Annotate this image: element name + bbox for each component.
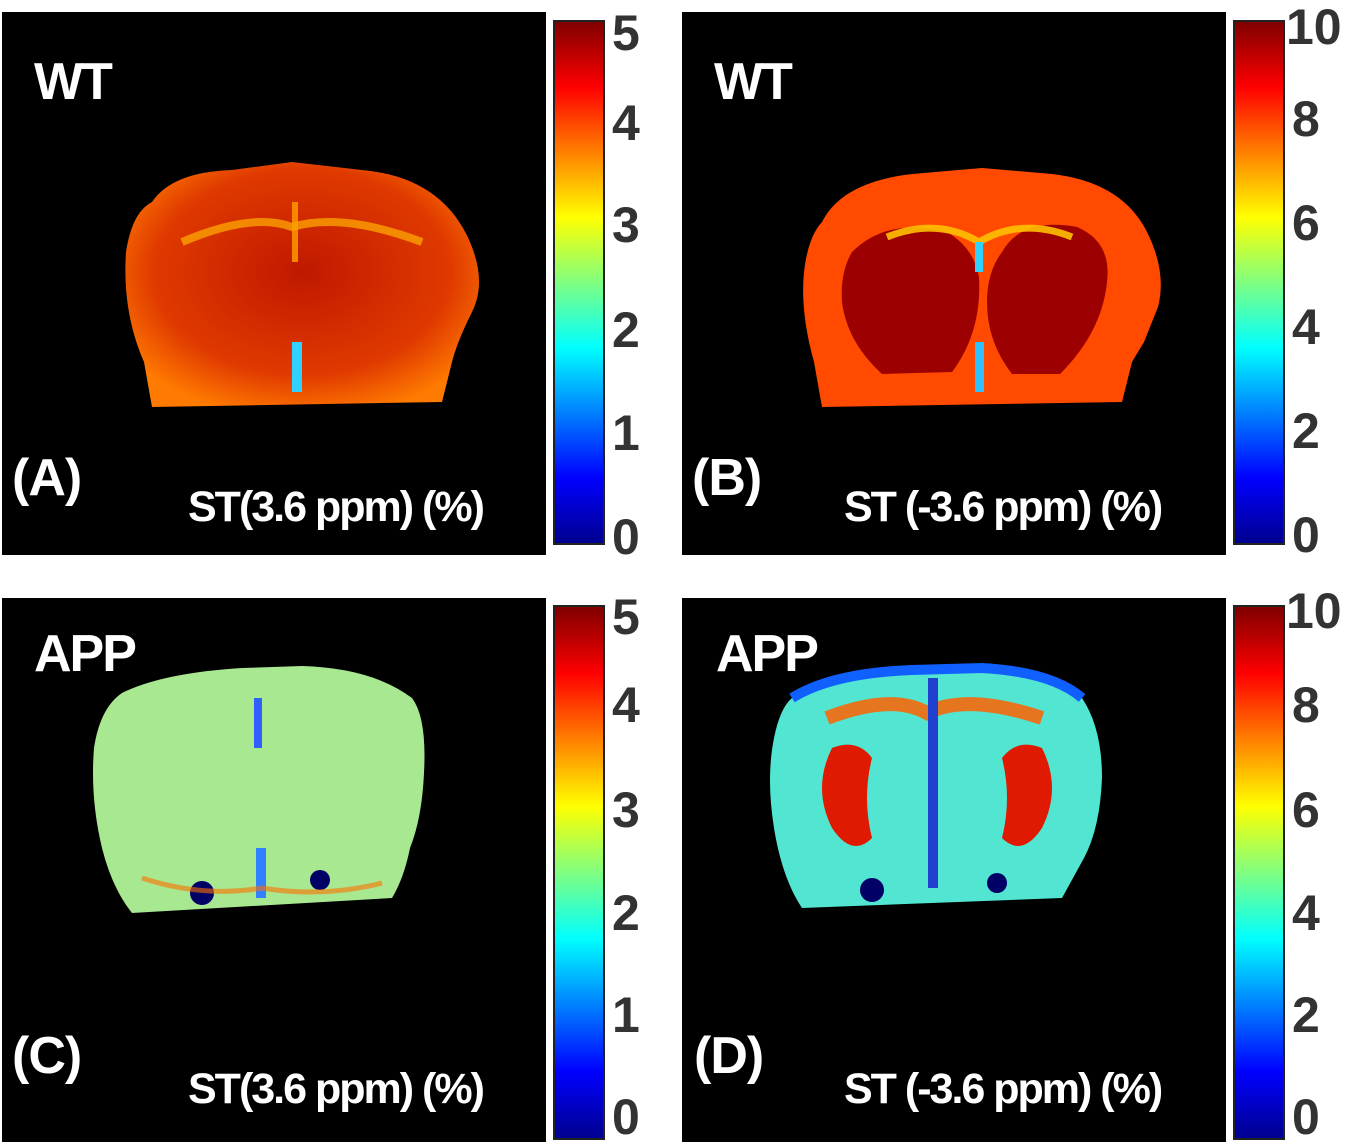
colorbar-tick-label: 0 [1292,1089,1320,1145]
colorbar-tick-label: 8 [1292,677,1320,733]
colorbar-tick-label: 4 [1292,885,1320,941]
colorbar-tick-label: 4 [1292,299,1320,355]
group-label: WT [714,53,793,111]
metric-label: ST (-3.6 ppm) (%) [844,1065,1163,1113]
brain-map-app-pos [93,666,425,913]
panel-d-image: APP (D) ST (-3.6 ppm) (%) [682,598,1226,1142]
colorbar-tick-label: 6 [1292,195,1320,251]
colorbar-tick-label: 4 [612,95,640,151]
colorbar-c [553,605,605,1140]
colorbar-tick-label: 2 [612,302,640,358]
colorbar-tick-label: 2 [612,885,640,941]
colorbar-tick-label: 6 [1292,782,1320,838]
colorbar-tick-label: 4 [612,677,640,733]
colorbar-tick-label: 8 [1292,91,1320,147]
panel-b-image: WT (B) ST (-3.6 ppm) (%) [682,12,1226,555]
colorbar-tick-label: 0 [1292,507,1320,563]
brain-map-wt-pos [125,162,480,407]
panel-label: (C) [12,1027,82,1085]
group-label: WT [34,53,113,111]
colorbar-tick-label: 2 [1292,987,1320,1043]
colorbar-tick-label: 0 [612,509,640,565]
panel-label: (B) [692,449,762,507]
panel-label: (A) [12,449,82,507]
colorbar-tick-label: 10 [1286,0,1342,55]
colorbar-b [1233,20,1285,545]
colorbar-tick-label: 2 [1292,403,1320,459]
metric-label: ST (-3.6 ppm) (%) [844,483,1163,531]
colorbar-tick-label: 10 [1286,583,1342,639]
colorbar-tick-label: 5 [612,589,640,645]
colorbar-a [553,20,605,545]
metric-label: ST(3.6 ppm) (%) [188,1065,485,1113]
colorbar-tick-label: 5 [612,5,640,61]
colorbar-tick-label: 0 [612,1089,640,1145]
colorbar-d [1233,605,1285,1140]
panel-c-image: APP (C) ST(3.6 ppm) (%) [2,598,546,1142]
metric-label: ST(3.6 ppm) (%) [188,483,485,531]
colorbar-tick-label: 3 [612,782,640,838]
group-label: APP [34,625,137,683]
panel-a-image: WT (A) ST(3.6 ppm) (%) [2,12,546,555]
colorbar-tick-label: 3 [612,197,640,253]
panel-label: (D) [694,1027,764,1085]
colorbar-tick-label: 1 [612,987,640,1043]
group-label: APP [716,625,819,683]
brain-map-wt-neg [803,168,1161,407]
colorbar-tick-label: 1 [612,405,640,461]
brain-map-app-neg [770,662,1102,908]
